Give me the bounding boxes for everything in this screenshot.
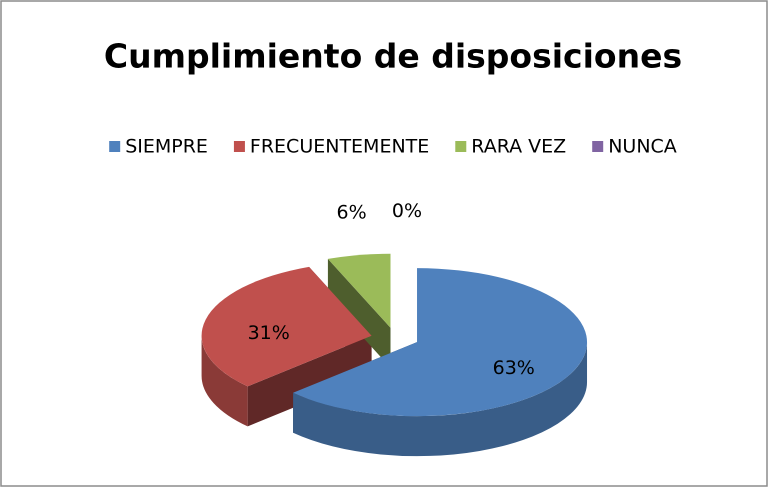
legend-swatch xyxy=(455,141,467,152)
legend-swatch xyxy=(109,141,121,152)
slice-side xyxy=(327,258,391,368)
legend-label: SIEMPRE xyxy=(125,136,208,158)
data-label: 6% xyxy=(337,202,367,224)
slice-side xyxy=(247,335,372,427)
data-label: 31% xyxy=(248,322,290,344)
data-label: 63% xyxy=(493,357,535,379)
data-label: 0% xyxy=(392,200,422,222)
chart-title: Cumplimiento de disposiciones xyxy=(104,37,682,76)
legend-label: FRECUENTEMENTE xyxy=(250,136,429,158)
legend-swatch xyxy=(233,141,245,152)
legend: SIEMPRE FRECUENTEMENTE RARA VEZ NUNCA xyxy=(109,136,677,158)
slice xyxy=(327,253,391,328)
slice xyxy=(293,268,588,417)
legend-label: NUNCA xyxy=(608,136,677,158)
legend-label: RARA VEZ xyxy=(471,136,566,158)
legend-swatch xyxy=(592,141,604,152)
slice xyxy=(201,266,372,387)
slice-wall xyxy=(201,335,248,427)
plot-area: 63% 31% 6% 0% xyxy=(201,200,588,457)
slice-wall xyxy=(293,342,588,457)
